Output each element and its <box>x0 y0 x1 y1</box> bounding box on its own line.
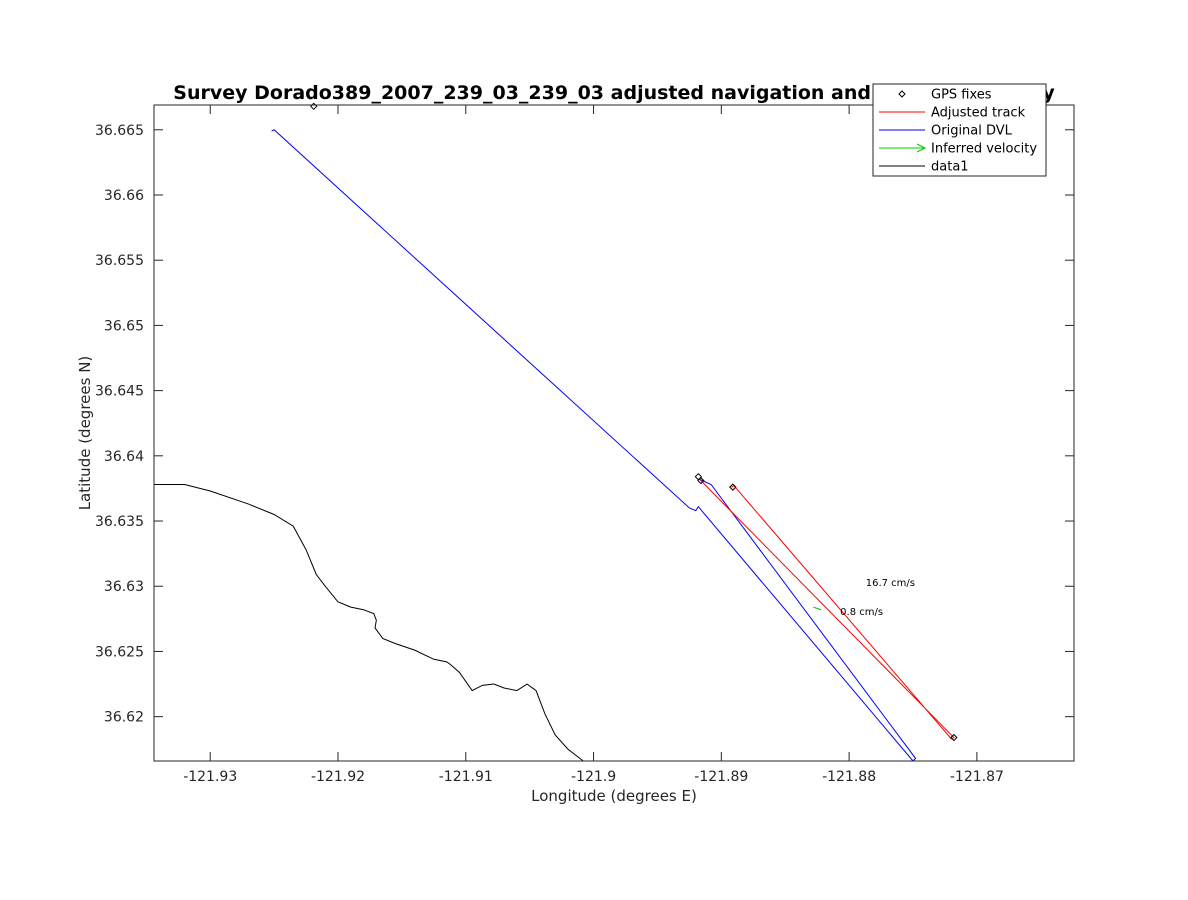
series-line-original-dvl <box>271 129 917 761</box>
series-line-data1 <box>154 484 584 761</box>
x-axis-label: Longitude (degrees E) <box>531 787 697 805</box>
axes-box <box>153 104 1075 762</box>
x-tick-label: -121.93 <box>183 769 237 785</box>
y-tick-label: 36.645 <box>95 384 144 400</box>
y-tick-label: 36.625 <box>95 644 144 660</box>
gps-fix-marker <box>950 733 958 742</box>
y-tick-label: 36.635 <box>95 514 144 530</box>
axis-ticks: -121.93 -121.92 -121.91 -121.9 -121.89 -121.8… <box>95 105 1074 785</box>
y-tick-label: 36.64 <box>104 449 144 465</box>
legend-label-data1: data1 <box>931 160 969 175</box>
x-tick-label: -121.88 <box>822 769 876 785</box>
legend-label-inferred-velocity: Inferred velocity <box>931 142 1037 157</box>
x-tick-label: -121.87 <box>950 769 1004 785</box>
x-tick-label: -121.91 <box>439 769 493 785</box>
legend-arrowhead <box>916 143 927 153</box>
y-tick-label: 36.66 <box>104 188 144 204</box>
gps-fix-marker <box>697 476 705 485</box>
gps-fix-marker <box>729 483 737 491</box>
legend: GPS fixes Adjusted track Original DVL Infer… <box>872 83 1047 177</box>
y-tick-label: 36.65 <box>104 318 144 334</box>
x-tick-label: -121.9 <box>571 769 616 785</box>
velocity-annotation: 16.7 cm/s <box>866 578 915 589</box>
y-tick-label: 36.63 <box>104 579 144 595</box>
velocity-vector <box>813 606 822 611</box>
axes-background <box>154 105 1074 761</box>
y-tick-label: 36.62 <box>104 710 144 726</box>
legend-label-gps-fixes: GPS fixes <box>931 88 992 103</box>
legend-swatch-gps-fixes <box>898 90 906 98</box>
plot-area: 16.7 cm/s 0.8 cm/s <box>154 102 958 761</box>
velocity-annotation: 0.8 cm/s <box>840 607 883 618</box>
y-tick-label: 36.665 <box>95 123 144 139</box>
x-tick-label: -121.89 <box>694 769 748 785</box>
y-tick-label: 36.655 <box>95 253 144 269</box>
legend-label-adjusted-track: Adjusted track <box>931 106 1026 121</box>
x-tick-label: -121.92 <box>311 769 365 785</box>
chart-title: Survey Dorado389_2007_239_03_239_03 adju… <box>173 82 1055 104</box>
legend-label-original-dvl: Original DVL <box>931 124 1013 139</box>
y-axis-label: Latitude (degrees N) <box>76 356 94 511</box>
